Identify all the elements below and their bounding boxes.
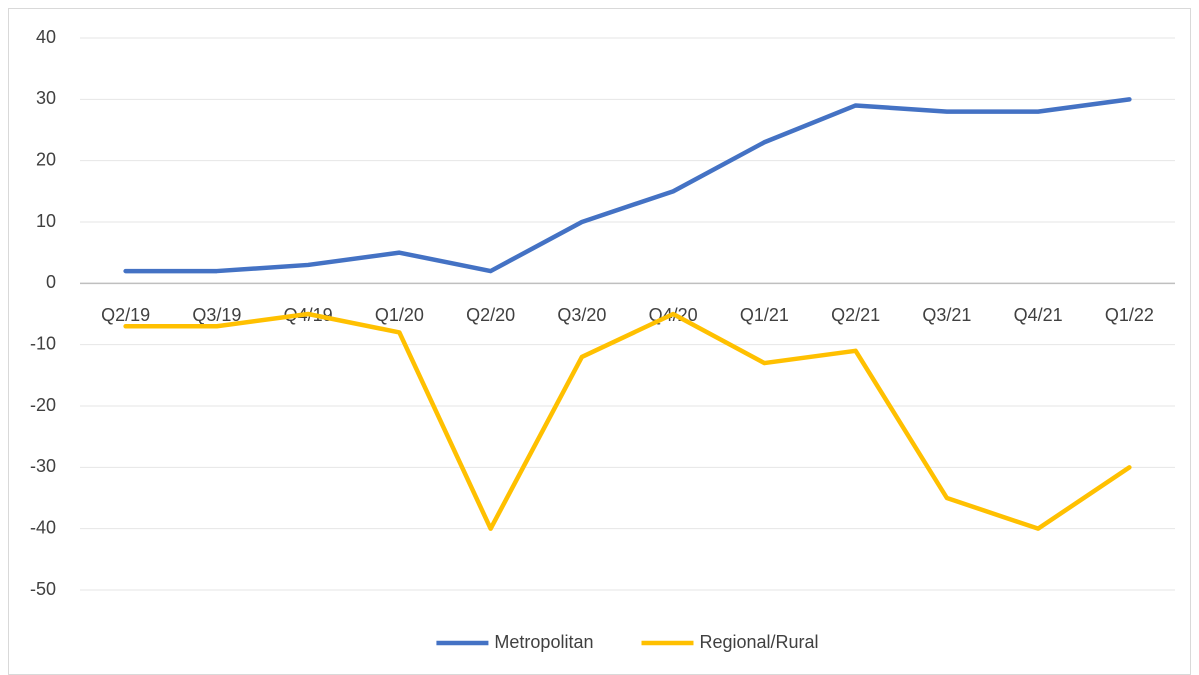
y-tick-label: 40: [36, 27, 56, 47]
chart-border: [8, 8, 1191, 675]
y-tick-label: -50: [30, 579, 56, 599]
y-tick-label: 30: [36, 88, 56, 108]
y-tick-label: -30: [30, 456, 56, 476]
legend-label: Metropolitan: [494, 632, 593, 652]
x-tick-label: Q3/20: [557, 305, 606, 325]
x-tick-label: Q3/19: [192, 305, 241, 325]
y-tick-label: -10: [30, 333, 56, 353]
series-line: [123, 97, 1132, 274]
y-tick-label: -20: [30, 395, 56, 415]
legend-label: Regional/Rural: [699, 632, 818, 652]
y-tick-label: 20: [36, 149, 56, 169]
x-tick-label: Q2/19: [101, 305, 150, 325]
x-tick-label: Q2/20: [466, 305, 515, 325]
x-tick-label: Q2/21: [831, 305, 880, 325]
x-tick-label: Q3/21: [922, 305, 971, 325]
x-tick-label: Q1/21: [740, 305, 789, 325]
x-tick-label: Q1/22: [1105, 305, 1154, 325]
y-tick-label: -40: [30, 517, 56, 537]
y-tick-label: 10: [36, 211, 56, 231]
x-tick-label: Q4/21: [1014, 305, 1063, 325]
y-tick-label: 0: [46, 272, 56, 292]
x-tick-label: Q1/20: [375, 305, 424, 325]
series-line: [123, 311, 1132, 531]
